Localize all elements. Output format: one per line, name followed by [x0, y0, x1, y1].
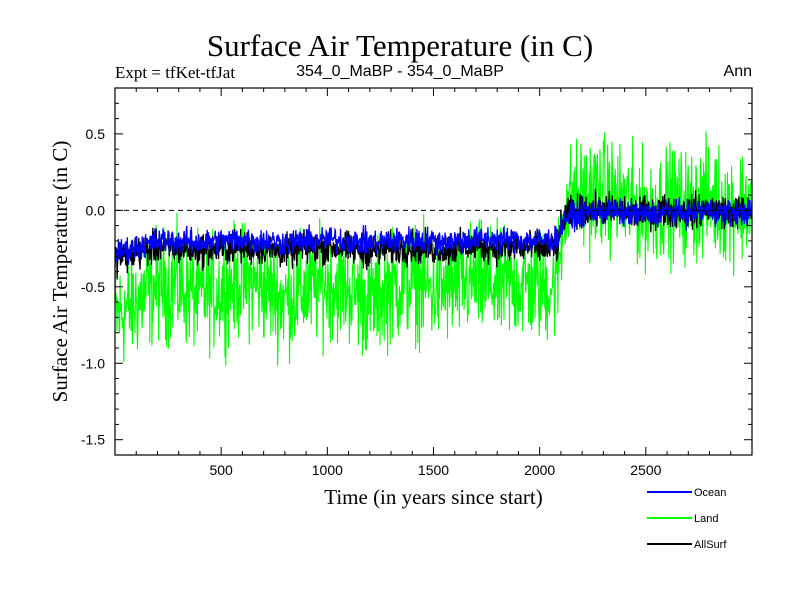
legend-label-land: Land [694, 513, 718, 525]
series-layer [114, 131, 753, 366]
x-tick-label: 1500 [418, 462, 449, 478]
x-axis-ticks: 500 1000 1500 2000 2500 [135, 88, 732, 478]
legend: Ocean Land AllSurf [647, 487, 727, 551]
x-tick-label: 2500 [630, 462, 661, 478]
period-label: Ann [723, 63, 752, 80]
x-axis-label: Time (in years since start) [324, 485, 543, 509]
y-tick-label: 0.5 [86, 126, 106, 142]
legend-label-allsurf: AllSurf [694, 539, 727, 551]
x-tick-label: 500 [209, 462, 233, 478]
series-line-ocean [114, 196, 753, 265]
y-tick-label: -0.5 [81, 279, 105, 295]
x-tick-label: 2000 [524, 462, 555, 478]
y-axis-label: Surface Air Temperature (in C) [48, 141, 72, 403]
legend-label-ocean: Ocean [694, 487, 726, 499]
y-tick-label: -1.5 [81, 432, 105, 448]
chart-subtitle: 354_0_MaBP - 354_0_MaBP [296, 63, 504, 80]
chart-title: Surface Air Temperature (in C) [206, 28, 594, 63]
y-tick-label: -1.0 [81, 355, 105, 371]
experiment-label: Expt = tfKet-tfJat [115, 63, 236, 82]
y-tick-label: 0.0 [86, 202, 106, 218]
y-axis-ticks: -1.5 -1.0 -0.5 0.0 0.5 [81, 102, 752, 448]
x-tick-label: 1000 [312, 462, 343, 478]
